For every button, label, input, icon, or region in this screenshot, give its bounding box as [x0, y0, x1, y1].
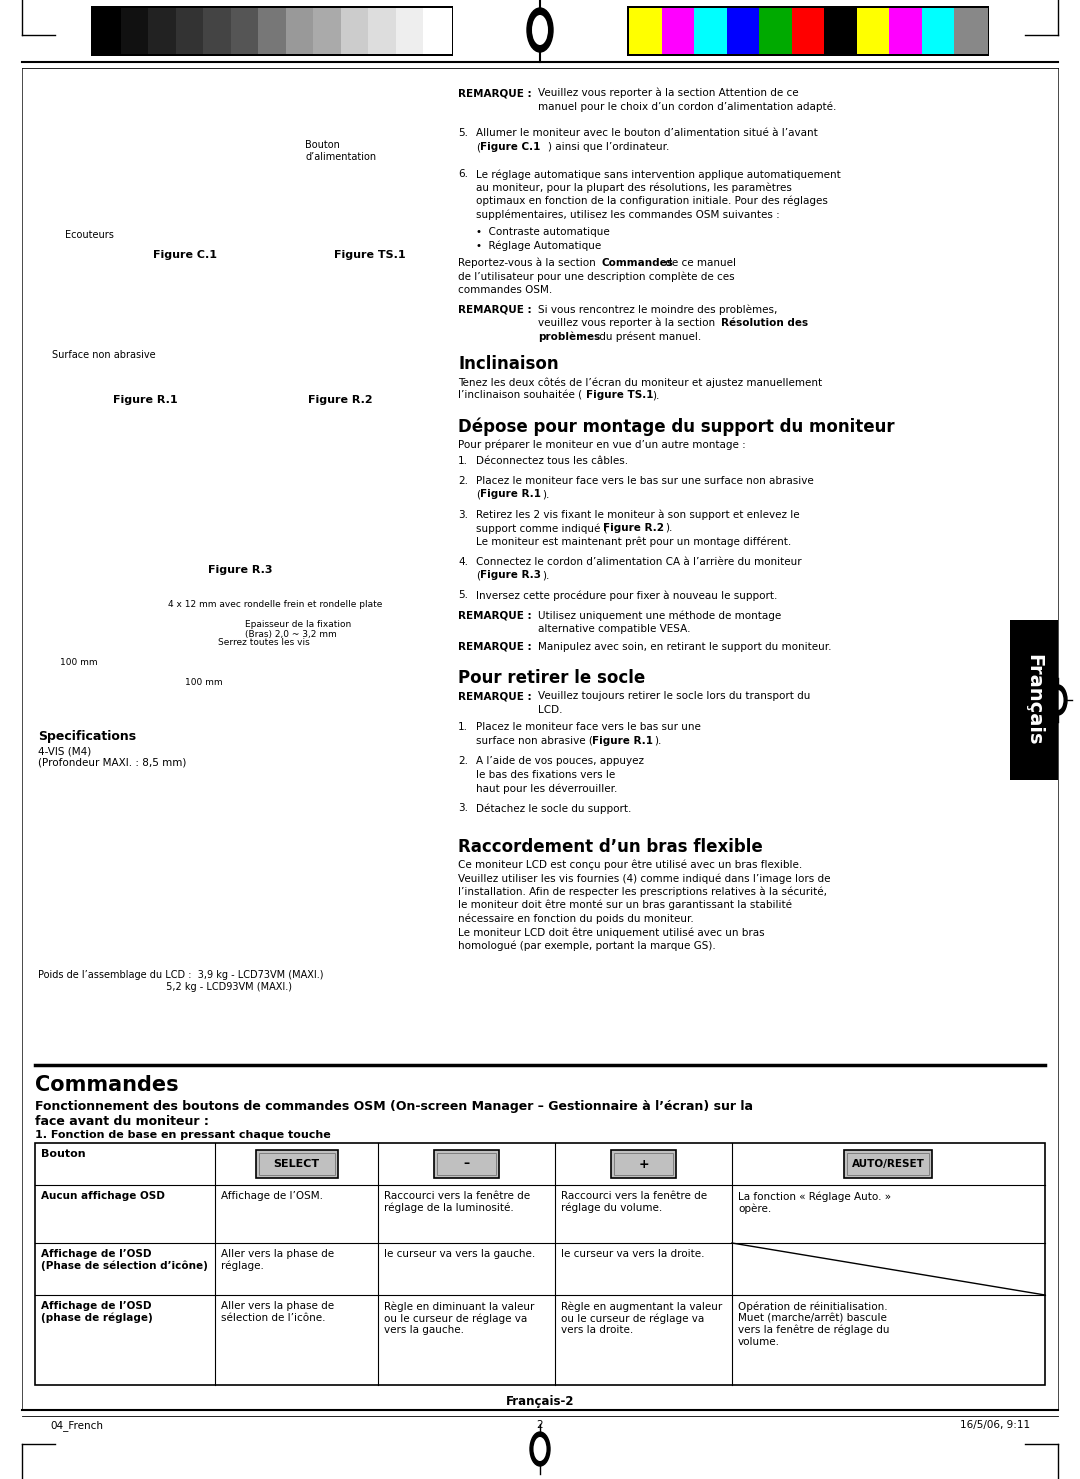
- Text: Ce moniteur LCD est conçu pour être utilisé avec un bras flexible.: Ce moniteur LCD est conçu pour être util…: [458, 859, 802, 870]
- Text: 4.: 4.: [458, 556, 468, 566]
- Text: ) ainsi que l’ordinateur.: ) ainsi que l’ordinateur.: [548, 142, 670, 152]
- Text: Figure R.1: Figure R.1: [592, 735, 653, 745]
- Text: 3.: 3.: [458, 509, 468, 519]
- Text: Dépose pour montage du support du moniteur: Dépose pour montage du support du monite…: [458, 419, 894, 436]
- Text: Aucun affichage OSD: Aucun affichage OSD: [41, 1191, 165, 1201]
- Text: manuel pour le choix d’un cordon d’alimentation adapté.: manuel pour le choix d’un cordon d’alime…: [538, 102, 836, 112]
- Text: le curseur va vers la gauche.: le curseur va vers la gauche.: [384, 1248, 536, 1259]
- Text: 100 mm: 100 mm: [185, 677, 222, 688]
- Bar: [368, 7, 396, 55]
- Bar: [91, 6, 453, 56]
- Text: Raccourci vers la fenêtre de
réglage du volume.: Raccourci vers la fenêtre de réglage du …: [562, 1191, 707, 1213]
- Text: 5.: 5.: [458, 590, 468, 600]
- Text: Inclinaison: Inclinaison: [458, 355, 558, 373]
- Text: Specifications: Specifications: [38, 731, 136, 742]
- Text: Poids de l’assemblage du LCD :  3,9 kg - LCD73VM (MAXI.)
                       : Poids de l’assemblage du LCD : 3,9 kg - …: [38, 970, 324, 991]
- Bar: [615, 1154, 673, 1174]
- Bar: [922, 7, 955, 55]
- Bar: [176, 7, 204, 55]
- Text: 6.: 6.: [458, 169, 468, 179]
- Text: Figure TS.1: Figure TS.1: [334, 250, 406, 260]
- Text: Figure C.1: Figure C.1: [153, 250, 217, 260]
- Bar: [423, 7, 451, 55]
- Text: problèmes: problèmes: [538, 331, 600, 342]
- Bar: [845, 1151, 932, 1177]
- Text: l’installation. Afin de respecter les prescriptions relatives à la sécurité,: l’installation. Afin de respecter les pr…: [458, 886, 827, 896]
- Text: 1. Fonction de base en pressant chaque touche: 1. Fonction de base en pressant chaque t…: [35, 1130, 330, 1140]
- Text: Opération de réinitialisation.
Muet (marche/arrêt) bascule
vers la fenêtre de ré: Opération de réinitialisation. Muet (mar…: [738, 1302, 890, 1347]
- Text: Aller vers la phase de
réglage.: Aller vers la phase de réglage.: [220, 1248, 334, 1270]
- Bar: [203, 7, 231, 55]
- Text: Si vous rencontrez le moindre des problèmes,: Si vous rencontrez le moindre des problè…: [538, 305, 778, 315]
- Text: LCD.: LCD.: [538, 705, 563, 714]
- Text: 2.: 2.: [458, 476, 468, 485]
- Bar: [258, 7, 286, 55]
- Text: (: (: [476, 571, 480, 580]
- Bar: [258, 1154, 335, 1174]
- Text: Affichage de l’OSD
(Phase de sélection d’icône): Affichage de l’OSD (Phase de sélection d…: [41, 1248, 207, 1270]
- Text: commandes OSM.: commandes OSM.: [458, 285, 552, 294]
- Ellipse shape: [527, 7, 553, 52]
- Bar: [121, 7, 149, 55]
- Text: alternative compatible VESA.: alternative compatible VESA.: [538, 624, 690, 634]
- Text: Serrez toutes les vis: Serrez toutes les vis: [218, 637, 310, 646]
- Text: 1.: 1.: [458, 722, 468, 732]
- Text: Raccordement d’un bras flexible: Raccordement d’un bras flexible: [458, 837, 762, 855]
- Text: +: +: [638, 1158, 649, 1170]
- Text: 100 mm: 100 mm: [60, 658, 97, 667]
- Text: ).: ).: [665, 524, 673, 532]
- Text: Le moniteur LCD doit être uniquement utilisé avec un bras: Le moniteur LCD doit être uniquement uti…: [458, 927, 765, 938]
- Text: Surface non abrasive: Surface non abrasive: [52, 351, 156, 359]
- Text: 16/5/06, 9:11: 16/5/06, 9:11: [960, 1420, 1030, 1430]
- Text: Déconnectez tous les câbles.: Déconnectez tous les câbles.: [476, 456, 629, 466]
- Text: La fonction « Réglage Auto. »
opère.: La fonction « Réglage Auto. » opère.: [738, 1191, 891, 1214]
- Text: (: (: [476, 142, 480, 152]
- Bar: [727, 7, 759, 55]
- Text: Règle en augmentant la valeur
ou le curseur de réglage va
vers la droite.: Règle en augmentant la valeur ou le curs…: [562, 1302, 723, 1336]
- Bar: [231, 7, 259, 55]
- Ellipse shape: [1049, 685, 1067, 714]
- Text: ).: ).: [542, 490, 550, 500]
- Text: surface non abrasive (: surface non abrasive (: [476, 735, 593, 745]
- Text: •  Contraste automatique: • Contraste automatique: [476, 226, 610, 237]
- Text: ).: ).: [654, 735, 661, 745]
- Text: 3.: 3.: [458, 803, 468, 813]
- Text: du présent manuel.: du présent manuel.: [596, 331, 701, 342]
- Text: 1.: 1.: [458, 456, 468, 466]
- Text: l’inclinaison souhaitée (: l’inclinaison souhaitée (: [458, 390, 582, 401]
- Ellipse shape: [1053, 691, 1064, 710]
- Bar: [148, 7, 176, 55]
- Bar: [627, 6, 989, 56]
- Text: REMARQUE :: REMARQUE :: [458, 691, 531, 701]
- Text: Français-2: Français-2: [505, 1395, 575, 1408]
- Text: 4-VIS (M4)
(Profondeur MAXI. : 8,5 mm): 4-VIS (M4) (Profondeur MAXI. : 8,5 mm): [38, 745, 187, 768]
- Text: Veuillez vous reporter à la section Attention de ce: Veuillez vous reporter à la section Atte…: [538, 87, 798, 99]
- Text: 4 x 12 mm avec rondelle frein et rondelle plate: 4 x 12 mm avec rondelle frein et rondell…: [168, 600, 382, 609]
- Bar: [629, 7, 662, 55]
- Text: au moniteur, pour la plupart des résolutions, les paramètres: au moniteur, pour la plupart des résolut…: [476, 182, 792, 192]
- Text: Résolution des: Résolution des: [721, 318, 808, 328]
- Text: le curseur va vers la droite.: le curseur va vers la droite.: [562, 1248, 704, 1259]
- Ellipse shape: [532, 15, 548, 44]
- Text: 2: 2: [537, 1420, 543, 1430]
- Ellipse shape: [530, 1432, 550, 1466]
- Text: Français: Français: [1025, 654, 1043, 745]
- Text: Placez le moniteur face vers le bas sur une: Placez le moniteur face vers le bas sur …: [476, 722, 701, 732]
- Text: Allumer le moniteur avec le bouton d’alimentation situé à l’avant: Allumer le moniteur avec le bouton d’ali…: [476, 129, 818, 139]
- Bar: [434, 1151, 499, 1177]
- Bar: [396, 7, 424, 55]
- Text: Figure R.2: Figure R.2: [603, 524, 664, 532]
- Text: Epaisseur de la fixation
(Bras) 2,0 ~ 3,2 mm: Epaisseur de la fixation (Bras) 2,0 ~ 3,…: [245, 620, 351, 639]
- Bar: [256, 1151, 338, 1177]
- Text: Figure R.1: Figure R.1: [112, 395, 177, 405]
- Ellipse shape: [534, 1438, 546, 1461]
- Bar: [955, 7, 987, 55]
- Text: Figure R.3: Figure R.3: [480, 571, 541, 580]
- Text: support comme indiqué (: support comme indiqué (: [476, 524, 608, 534]
- Text: haut pour les déverrouiller.: haut pour les déverrouiller.: [476, 782, 618, 794]
- Text: –: –: [463, 1158, 470, 1170]
- Text: de l’utilisateur pour une description complète de ces: de l’utilisateur pour une description co…: [458, 272, 734, 282]
- Text: Le réglage automatique sans intervention applique automatiquement: Le réglage automatique sans intervention…: [476, 169, 840, 179]
- Bar: [889, 7, 922, 55]
- Text: homologué (par exemple, portant la marque GS).: homologué (par exemple, portant la marqu…: [458, 941, 716, 951]
